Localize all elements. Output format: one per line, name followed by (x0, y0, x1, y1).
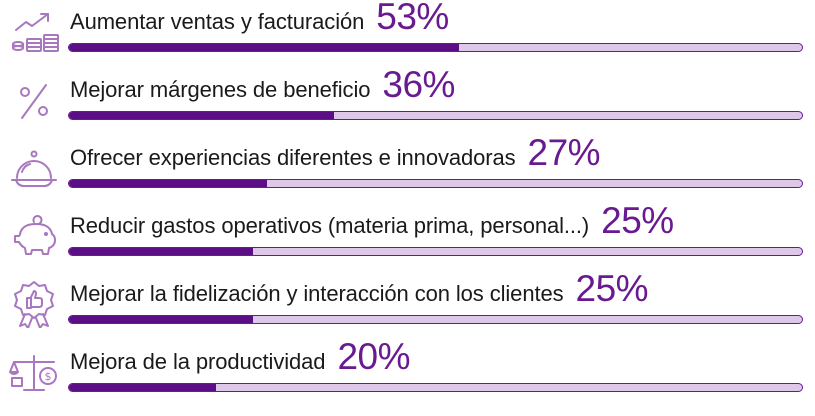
bar-track (68, 383, 803, 392)
bar-row: Aumentar ventas y facturación 53% (0, 0, 815, 68)
bar-track (68, 315, 803, 324)
bar-label-group: Aumentar ventas y facturación 53% (70, 0, 449, 38)
category-label: Reducir gastos operativos (materia prima… (70, 213, 590, 238)
bar-row: Mejorar la fidelización y interacción co… (0, 268, 815, 340)
bar (69, 384, 216, 391)
value-label: 27% (527, 132, 601, 173)
bar-label-group: Mejorar la fidelización y interacción co… (70, 268, 649, 310)
category-label: Mejora de la productividad (70, 349, 326, 374)
bar (69, 316, 253, 323)
svg-text:$: $ (45, 370, 52, 383)
bar-row: Reducir gastos operativos (materia prima… (0, 200, 815, 272)
bar-track (68, 111, 803, 120)
value-label: 53% (376, 0, 449, 37)
bar-track (68, 179, 803, 188)
bar-label-group: Reducir gastos operativos (materia prima… (70, 200, 674, 242)
value-label: 25% (601, 200, 674, 241)
bar-label-group: Mejorar márgenes de beneficio 36% (70, 64, 455, 106)
bar (69, 112, 334, 119)
bar (69, 180, 268, 187)
bar (69, 44, 459, 51)
chart-growth-icon (8, 8, 60, 56)
scale-money-icon: $ (8, 348, 60, 396)
percent-icon (8, 76, 60, 124)
bar-track (68, 43, 803, 52)
bar-track (68, 247, 803, 256)
bar-label-group: Ofrecer experiencias diferentes e innova… (70, 132, 601, 174)
category-label: Aumentar ventas y facturación (70, 9, 365, 34)
value-label: 20% (337, 336, 411, 377)
category-label: Mejorar márgenes de beneficio (70, 77, 371, 102)
value-label: 36% (382, 64, 455, 105)
bar (69, 248, 253, 255)
piggy-bank-icon (8, 212, 60, 260)
bar-row: Mejorar márgenes de beneficio 36% (0, 64, 815, 136)
bar-label-group: Mejora de la productividad 20% (70, 336, 411, 378)
thumbs-up-badge-icon (8, 280, 60, 328)
bar-row: Ofrecer experiencias diferentes e innova… (0, 132, 815, 204)
bar-row: $ Mejora de la productividad 20% (0, 336, 815, 408)
category-label: Ofrecer experiencias diferentes e innova… (70, 145, 516, 170)
value-label: 25% (575, 268, 649, 309)
serving-cloche-icon (8, 144, 60, 192)
category-label: Mejorar la fidelización y interacción co… (70, 281, 564, 306)
